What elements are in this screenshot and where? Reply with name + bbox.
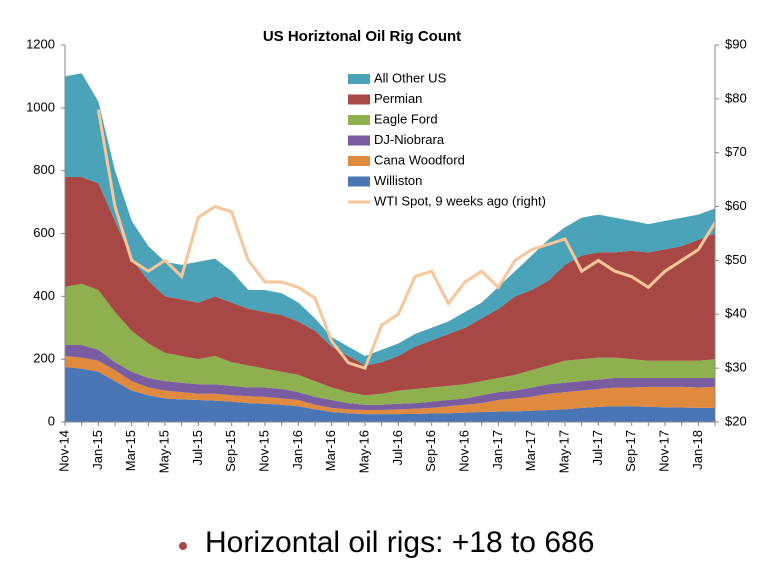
x-tick-label: Nov-15	[256, 430, 271, 472]
legend-swatch	[348, 156, 370, 166]
y-tick-label: 1200	[26, 36, 55, 51]
y-tick-label: 800	[33, 162, 55, 177]
legend-swatch	[348, 115, 370, 125]
chart-title: US Horiztonal Oil Rig Count	[263, 28, 461, 45]
x-tick-label: Nov-17	[656, 430, 671, 472]
x-tick-label: Jul-15	[190, 430, 205, 465]
legend-label: Permian	[374, 91, 422, 106]
area	[65, 356, 715, 415]
y2-tick-label: $90	[725, 36, 747, 51]
y2-tick-label: $80	[725, 90, 747, 105]
footnote: Horizontal oil rigs: +18 to 686	[205, 526, 594, 559]
x-tick-label: Mar-16	[323, 430, 338, 471]
area	[65, 367, 715, 422]
x-tick-label: Jan-17	[490, 430, 505, 470]
legend-label: Cana Woodford	[374, 152, 465, 167]
y-tick-label: 400	[33, 288, 55, 303]
x-tick-label: May-15	[156, 430, 171, 473]
y-tick-label: 1000	[26, 99, 55, 114]
legend-label: Williston	[374, 173, 422, 188]
y2-tick-label: $60	[725, 198, 747, 213]
y-tick-label: 200	[33, 351, 55, 366]
y2-tick-label: $70	[725, 144, 747, 159]
y2-tick-label: $30	[725, 360, 747, 375]
y2-tick-label: $40	[725, 306, 747, 321]
x-tick-label: Jan-16	[290, 430, 305, 470]
y2-tick-label: $50	[725, 252, 747, 267]
x-tick-label: Jul-16	[390, 430, 405, 465]
x-tick-label: Sep-16	[423, 430, 438, 472]
legend-label: Eagle Ford	[374, 111, 438, 126]
legend-label: DJ-Niobrara	[374, 132, 445, 147]
y2-tick-label: $20	[725, 413, 747, 428]
legend-label: WTI Spot, 9 weeks ago (right)	[374, 193, 546, 208]
x-tick-label: Jan-18	[690, 430, 705, 470]
area	[65, 345, 715, 411]
x-tick-label: Nov-14	[56, 430, 71, 472]
legend: All Other US Permian Eagle Ford DJ-Niobrara…	[348, 70, 546, 208]
x-tick-label: Mar-17	[523, 430, 538, 471]
x-tick-label: May-16	[356, 430, 371, 473]
x-tick-label: Nov-16	[456, 430, 471, 472]
legend-swatch	[348, 176, 370, 187]
line	[96, 109, 717, 371]
x-tick-label: Jul-17	[590, 430, 605, 465]
x-tick-label: Sep-15	[223, 430, 238, 472]
legend-swatch	[348, 74, 370, 84]
x-tick-label: Jan-15	[90, 430, 105, 470]
x-tick-label: Sep-17	[623, 430, 638, 472]
y-tick-label: 0	[48, 413, 55, 428]
legend-swatch	[348, 135, 370, 146]
area	[65, 73, 715, 366]
bullet	[179, 542, 187, 550]
area	[65, 176, 715, 396]
x-tick-label: May-17	[556, 430, 571, 473]
x-tick-label: Mar-15	[123, 430, 138, 471]
area	[65, 283, 715, 405]
legend-label: All Other US	[374, 70, 447, 85]
y-tick-label: 600	[33, 225, 55, 240]
legend-swatch	[348, 94, 370, 105]
